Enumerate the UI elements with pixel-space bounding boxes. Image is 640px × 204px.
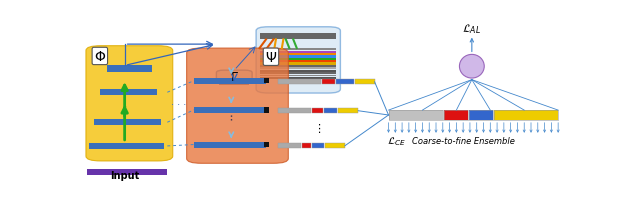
Bar xyxy=(493,111,558,120)
FancyBboxPatch shape xyxy=(187,49,288,163)
Bar xyxy=(220,84,249,86)
Bar xyxy=(260,71,337,72)
Text: Input: Input xyxy=(110,170,140,180)
Bar xyxy=(260,61,337,63)
Bar xyxy=(278,143,301,149)
Ellipse shape xyxy=(460,55,484,79)
Bar xyxy=(337,80,354,85)
Bar xyxy=(388,111,443,120)
Bar xyxy=(325,143,345,149)
Bar xyxy=(260,63,337,65)
Text: · · ·: · · · xyxy=(171,100,186,110)
Bar xyxy=(355,80,374,85)
Text: $\Gamma$: $\Gamma$ xyxy=(230,71,239,84)
FancyBboxPatch shape xyxy=(256,28,340,94)
Text: $\Psi$: $\Psi$ xyxy=(265,51,277,64)
Text: ⋮: ⋮ xyxy=(312,123,324,133)
Bar xyxy=(493,111,558,120)
Bar xyxy=(278,143,301,149)
Bar xyxy=(89,143,164,149)
Bar xyxy=(278,80,321,85)
Bar xyxy=(94,120,161,126)
Bar xyxy=(278,109,310,114)
Bar xyxy=(260,49,337,51)
Bar xyxy=(337,80,354,85)
Bar xyxy=(260,68,337,70)
Bar xyxy=(301,143,310,149)
Bar xyxy=(355,80,374,85)
Bar xyxy=(260,65,337,68)
Bar xyxy=(301,143,310,149)
Bar xyxy=(260,75,337,77)
Bar xyxy=(194,142,266,148)
Bar xyxy=(260,77,337,79)
Bar xyxy=(312,109,323,114)
Bar xyxy=(260,51,337,53)
Bar xyxy=(264,142,269,148)
Bar xyxy=(278,80,321,85)
Bar xyxy=(264,78,269,84)
Bar xyxy=(388,111,443,120)
Bar xyxy=(260,54,337,56)
Bar xyxy=(260,34,337,40)
Bar xyxy=(444,111,468,120)
Bar xyxy=(324,109,337,114)
Bar xyxy=(469,111,493,120)
Bar xyxy=(260,58,337,61)
Bar xyxy=(312,143,324,149)
Bar xyxy=(260,73,337,75)
Bar xyxy=(88,169,167,175)
Bar xyxy=(108,66,152,72)
Bar xyxy=(312,143,324,149)
Bar xyxy=(194,78,266,84)
Bar xyxy=(312,109,323,114)
Bar xyxy=(194,107,266,113)
Text: $\Phi$: $\Phi$ xyxy=(94,50,106,64)
FancyBboxPatch shape xyxy=(216,71,252,84)
Bar xyxy=(264,108,269,113)
Bar xyxy=(321,80,335,85)
Bar xyxy=(278,109,310,114)
Bar xyxy=(339,109,358,114)
Text: Coarse-to-fine Ensemble: Coarse-to-fine Ensemble xyxy=(412,136,515,145)
Bar xyxy=(260,56,337,58)
Bar xyxy=(100,90,157,96)
Bar xyxy=(444,111,468,120)
FancyBboxPatch shape xyxy=(86,47,173,161)
Bar xyxy=(469,111,493,120)
Text: $\mathcal{L}_{AL}$: $\mathcal{L}_{AL}$ xyxy=(462,22,481,36)
Bar xyxy=(321,80,335,85)
Text: $\mathcal{L}_{CE}$: $\mathcal{L}_{CE}$ xyxy=(387,134,406,147)
Bar xyxy=(324,109,337,114)
Bar xyxy=(325,143,345,149)
Bar xyxy=(339,109,358,114)
